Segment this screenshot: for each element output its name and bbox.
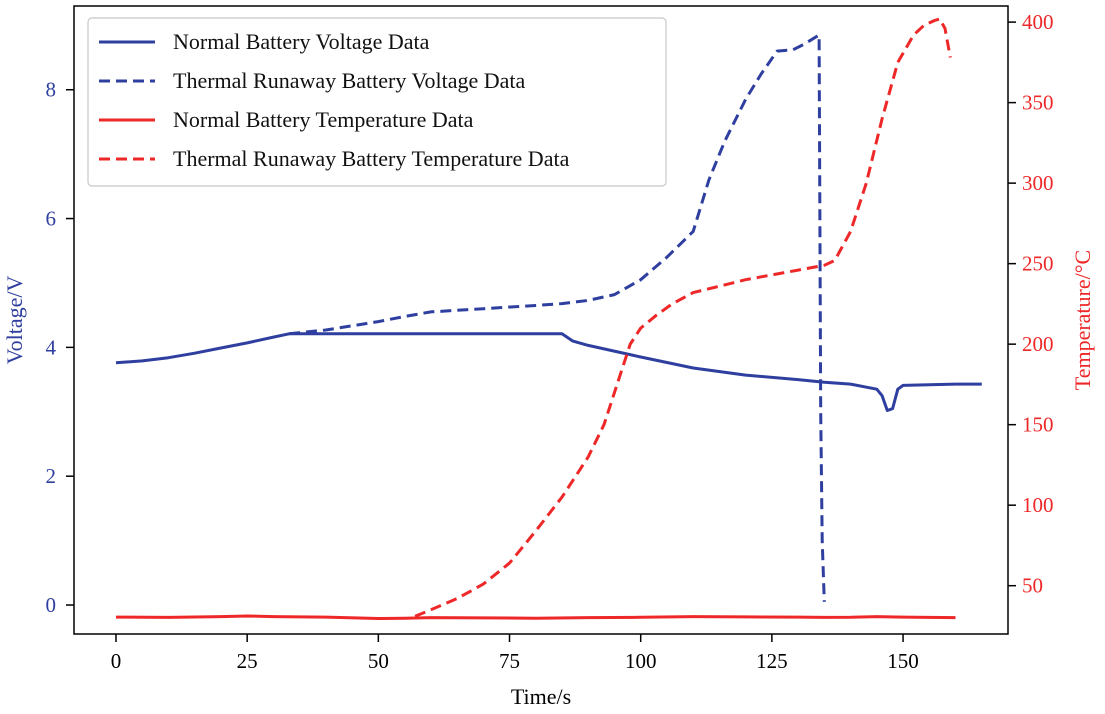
y-right-axis-title: Temperature/°C xyxy=(1070,250,1095,390)
y-right-tick-label: 150 xyxy=(1022,413,1054,437)
y-left-tick-label: 6 xyxy=(46,207,57,231)
y-left-axis-ticks: 0 2 4 6 8 xyxy=(46,78,74,617)
y-right-tick-label: 250 xyxy=(1022,252,1054,276)
y-right-tick-label: 350 xyxy=(1022,91,1054,115)
y-left-tick-label: 0 xyxy=(46,593,57,617)
x-tick-label: 50 xyxy=(368,649,389,673)
y-right-tick-label: 50 xyxy=(1022,574,1043,598)
y-left-tick-label: 2 xyxy=(46,464,57,488)
legend: Normal Battery Voltage Data Thermal Runa… xyxy=(87,17,667,187)
normal-temperature-line xyxy=(115,614,956,620)
plot-area-frame xyxy=(73,5,1009,635)
legend-label-normal-temperature: Normal Battery Temperature Data xyxy=(173,107,474,132)
legend-label-runaway-voltage: Thermal Runaway Battery Voltage Data xyxy=(173,68,526,93)
runaway-voltage-line xyxy=(288,33,826,602)
legend-label-runaway-temperature: Thermal Runaway Battery Temperature Data xyxy=(173,146,570,171)
x-tick-label: 25 xyxy=(237,649,258,673)
x-axis-ticks: 0 25 50 75 100 125 150 xyxy=(111,634,919,673)
legend-box xyxy=(87,17,667,187)
x-tick-label: 0 xyxy=(111,649,122,673)
x-tick-label: 125 xyxy=(756,649,788,673)
y-left-axis-title: Voltage/V xyxy=(2,275,27,364)
y-left-tick-label: 8 xyxy=(46,78,57,102)
x-axis-title: Time/s xyxy=(511,684,571,709)
y-right-tick-label: 200 xyxy=(1022,332,1054,356)
legend-label-normal-voltage: Normal Battery Voltage Data xyxy=(173,29,430,54)
x-tick-label: 75 xyxy=(499,649,520,673)
x-tick-label: 100 xyxy=(625,649,657,673)
normal-voltage-line xyxy=(115,332,982,412)
y-right-axis-ticks: 50 100 150 200 250 300 350 400 xyxy=(1008,10,1054,598)
y-left-tick-label: 4 xyxy=(46,335,57,359)
series-layer xyxy=(115,17,982,620)
y-right-tick-label: 300 xyxy=(1022,171,1054,195)
x-tick-label: 150 xyxy=(887,649,919,673)
y-right-tick-label: 400 xyxy=(1022,10,1054,34)
y-right-tick-label: 100 xyxy=(1022,493,1054,517)
